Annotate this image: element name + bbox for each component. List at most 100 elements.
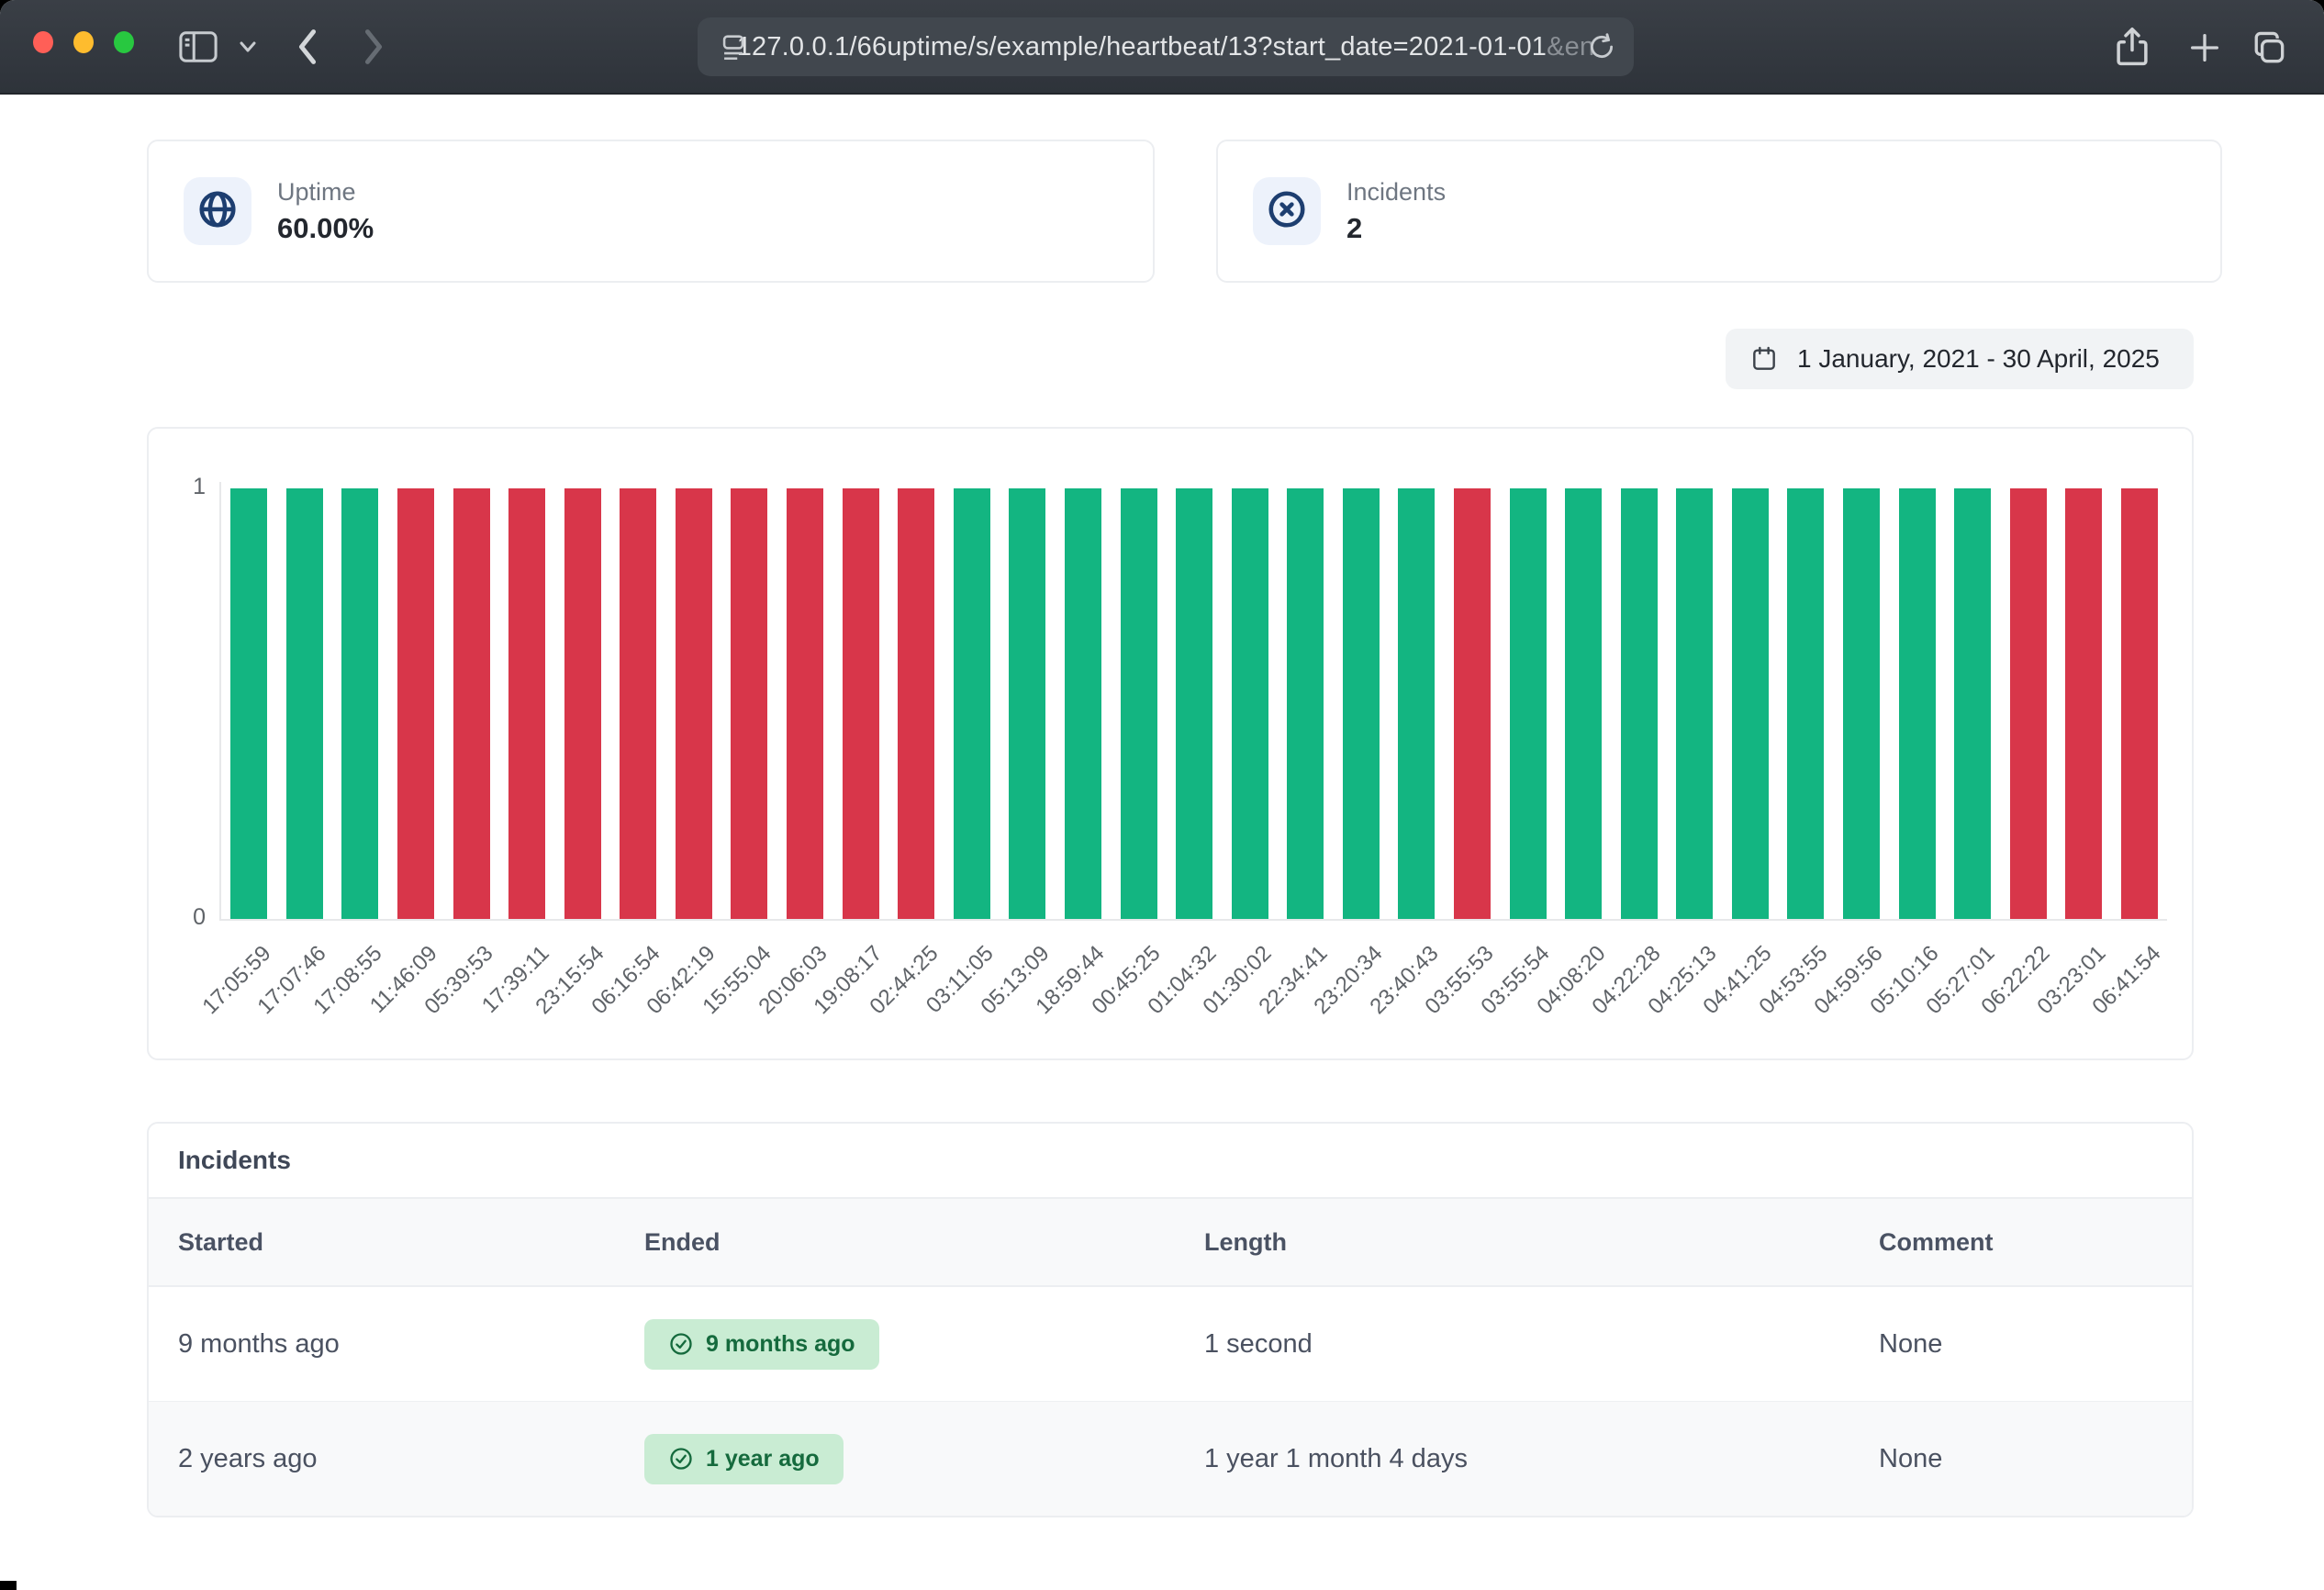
heartbeat-bar-down[interactable] [397,488,434,919]
incidents-title: Incidents [149,1124,2192,1197]
bar-slot [1445,488,1501,919]
bar-slot [1278,488,1334,919]
check-circle-icon [668,1331,694,1357]
bar-slot [666,488,722,919]
date-range-button[interactable]: 1 January, 2021 - 30 April, 2025 [1726,329,2194,389]
calendar-icon [1749,344,1779,374]
traffic-lights [33,31,134,53]
heartbeat-bar-down[interactable] [843,488,879,919]
heartbeat-bar-up[interactable] [954,488,990,919]
bar-slot [1167,488,1223,919]
address-bar[interactable]: 127.0.0.1/66uptime/s/example/heartbeat/1… [698,17,1634,76]
uptime-icon-tile [184,177,251,245]
heartbeat-bar-down[interactable] [898,488,934,919]
heartbeat-bar-up[interactable] [1232,488,1268,919]
page-content: Uptime 60.00% Incidents 2 [0,95,2324,1590]
incident-comment: None [1879,1329,2192,1360]
heartbeat-bar-up[interactable] [1398,488,1435,919]
bar-slot [499,488,555,919]
heartbeat-bar-down[interactable] [1454,488,1491,919]
bar-slot [2056,488,2112,919]
incident-row: 2 years ago1 year ago1 year 1 month 4 da… [149,1402,2192,1517]
heartbeat-bar-down[interactable] [787,488,823,919]
bar-slot [1334,488,1390,919]
heartbeat-bar-up[interactable] [1732,488,1769,919]
heartbeat-bar-down[interactable] [2065,488,2102,919]
plus-icon [2186,29,2223,66]
incident-ended-cell: 1 year ago [644,1434,1204,1484]
heartbeat-bar-down[interactable] [2121,488,2158,919]
reload-button[interactable] [1586,31,1617,65]
tab-overview-button[interactable] [2249,28,2289,68]
heartbeat-bar-up[interactable] [1676,488,1713,919]
y-axis-tick-bottom: 0 [149,904,206,931]
bar-slot [1834,488,1890,919]
incident-comment: None [1879,1444,2192,1474]
page-format-icon[interactable] [718,31,749,67]
heartbeat-bar-up[interactable] [1787,488,1824,919]
heartbeat-bar-up[interactable] [1621,488,1658,919]
heartbeat-bar-up[interactable] [1065,488,1101,919]
date-range-label: 1 January, 2021 - 30 April, 2025 [1797,344,2160,374]
heartbeat-bar-up[interactable] [1121,488,1157,919]
bar-slot [221,488,277,919]
column-header-ended: Ended [644,1228,1204,1257]
new-tab-button[interactable] [2186,29,2223,66]
bar-slot [1611,488,1667,919]
y-axis-tick-top: 1 [149,474,206,500]
heartbeat-bar-down[interactable] [564,488,601,919]
incident-ended: 9 months ago [706,1331,855,1358]
window-zoom-button[interactable] [114,31,134,53]
heartbeat-bar-down[interactable] [508,488,545,919]
bar-slot [2001,488,2057,919]
heartbeat-bar-up[interactable] [341,488,378,919]
heartbeat-bar-up[interactable] [1287,488,1324,919]
bar-slot [277,488,333,919]
window-close-button[interactable] [33,31,53,53]
heartbeat-bar-down[interactable] [676,488,712,919]
bar-slot [1889,488,1945,919]
bar-slot [888,488,944,919]
bar-slot [1222,488,1278,919]
bar-slot [554,488,610,919]
column-header-comment: Comment [1879,1228,2192,1257]
sidebar-toggle-button[interactable] [177,28,219,66]
resolved-badge: 1 year ago [644,1434,844,1484]
bar-slots [221,488,2167,919]
incidents-card: Incidents StartedEndedLengthComment 9 mo… [147,1122,2194,1517]
heartbeat-bar-up[interactable] [1510,488,1547,919]
chevron-left-icon [292,26,323,68]
heartbeat-bar-down[interactable] [453,488,490,919]
heartbeat-bar-down[interactable] [2010,488,2047,919]
heartbeat-bar-down[interactable] [620,488,656,919]
sidebar-chevron-button[interactable] [237,39,259,55]
heartbeat-bar-up[interactable] [1009,488,1045,919]
bar-slot [1056,488,1112,919]
heartbeat-bar-up[interactable] [1176,488,1212,919]
uptime-label: Uptime [277,178,374,207]
bar-slot [721,488,777,919]
heartbeat-bar-up[interactable] [1843,488,1880,919]
heartbeat-bar-up[interactable] [1954,488,1991,919]
forward-button[interactable] [358,26,389,68]
reload-icon [1586,51,1617,65]
bar-slot [1389,488,1445,919]
share-button[interactable] [2113,24,2151,70]
resolved-badge: 9 months ago [644,1319,879,1370]
heartbeat-bar-up[interactable] [1343,488,1380,919]
share-icon [2113,24,2151,70]
heartbeat-bar-up[interactable] [230,488,267,919]
back-button[interactable] [292,26,323,68]
screen-corner-artifact [0,1581,17,1590]
browser-toolbar: 127.0.0.1/66uptime/s/example/heartbeat/1… [0,0,2324,95]
heartbeat-bar-down[interactable] [731,488,767,919]
bar-slot [332,488,388,919]
bar-slot [1000,488,1056,919]
incident-started: 2 years ago [178,1444,644,1474]
heartbeat-bar-up[interactable] [1565,488,1602,919]
incident-length: 1 second [1204,1329,1879,1360]
heartbeat-bar-up[interactable] [1899,488,1936,919]
heartbeat-bar-up[interactable] [286,488,323,919]
window-minimize-button[interactable] [73,31,94,53]
column-header-started: Started [178,1228,644,1257]
